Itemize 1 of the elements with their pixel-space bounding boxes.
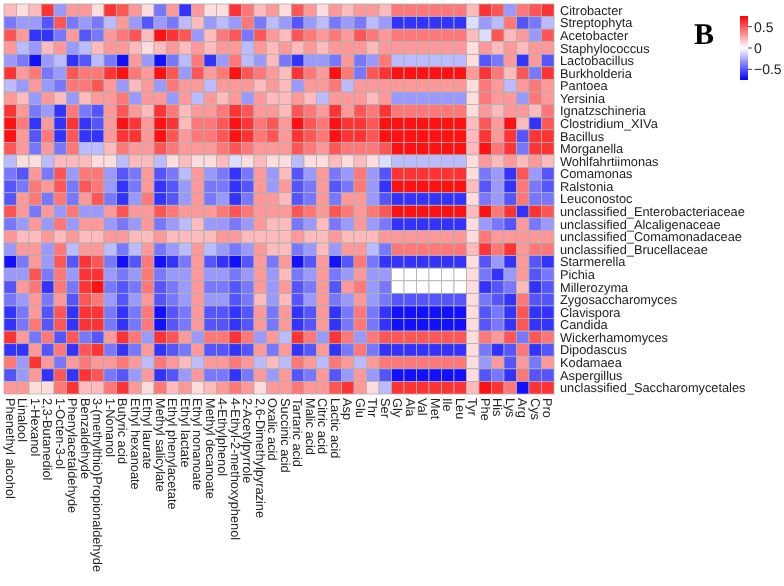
text: B [693, 20, 715, 52]
